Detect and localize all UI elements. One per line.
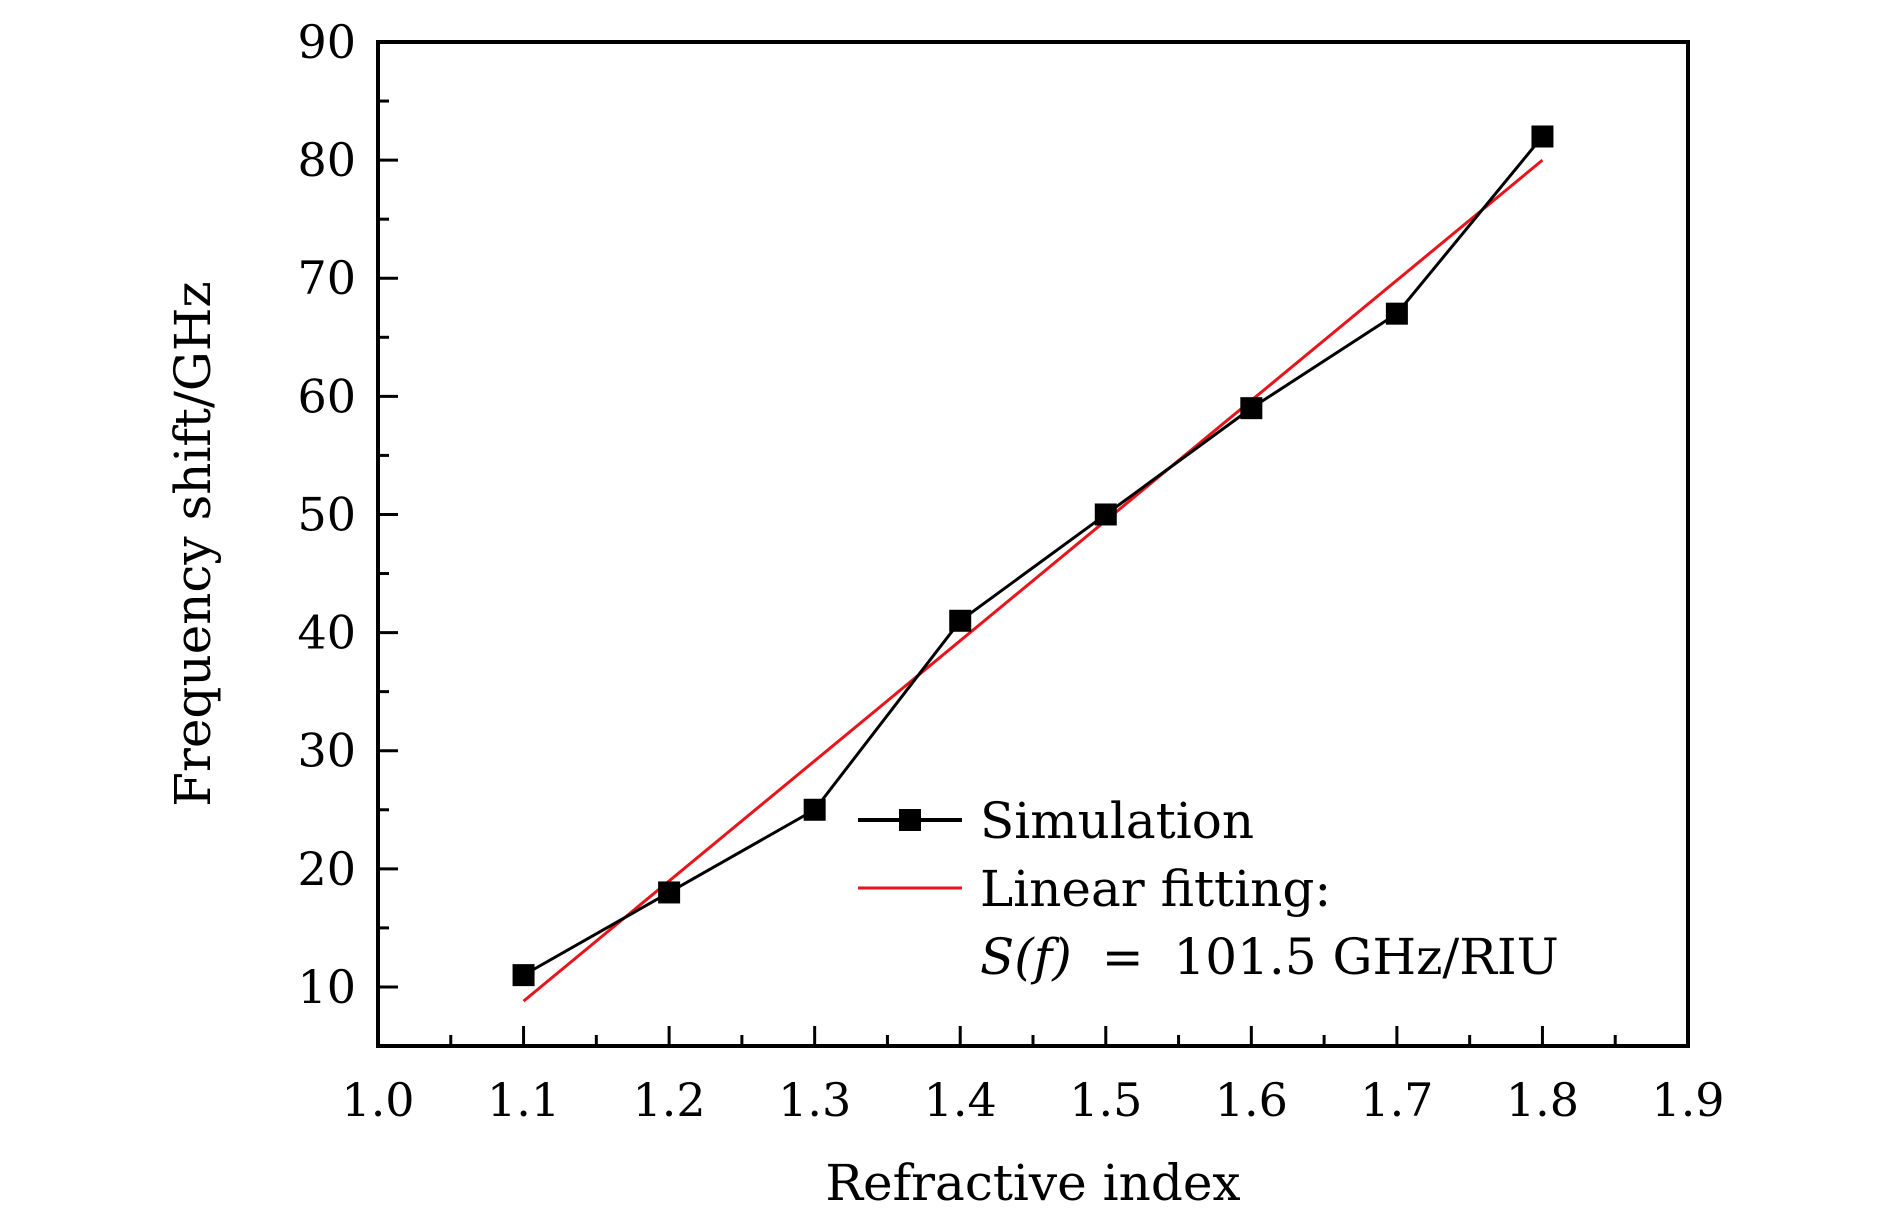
x-tick-label: 1.1 <box>487 1073 560 1127</box>
x-tick-label: 1.2 <box>633 1073 706 1127</box>
legend: Simulation Linear fitting: S(f) = 101.5 … <box>858 792 1559 986</box>
simulation-marker <box>949 609 972 632</box>
legend-simulation-marker <box>899 809 921 831</box>
y-tick-label: 80 <box>297 133 356 187</box>
simulation-marker <box>512 964 535 987</box>
simulation-marker <box>1385 302 1408 325</box>
y-tick-label: 30 <box>297 724 356 778</box>
x-tick-label: 1.3 <box>778 1073 851 1127</box>
x-tick-label: 1.6 <box>1215 1073 1288 1127</box>
y-tick-label: 50 <box>297 487 356 541</box>
x-tick-label: 1.7 <box>1360 1073 1433 1127</box>
linear-fit-line <box>522 158 1544 1003</box>
y-axis-title: Frequency shift/GHz <box>164 281 222 807</box>
x-tick-label: 1.8 <box>1506 1073 1579 1127</box>
x-tick-label: 1.5 <box>1069 1073 1142 1127</box>
equation-equals: = <box>1102 928 1144 986</box>
legend-linear-fit-label: Linear fitting: <box>980 860 1331 918</box>
x-tick-label: 1.9 <box>1651 1073 1724 1127</box>
simulation-marker <box>1240 397 1263 420</box>
y-tick-label: 20 <box>297 842 356 896</box>
y-tick-label: 40 <box>297 606 356 660</box>
legend-equation: S(f) = 101.5 GHz/RIU <box>980 928 1559 986</box>
series-layer <box>512 125 1554 1003</box>
simulation-line <box>522 135 1544 977</box>
y-tick-label: 10 <box>297 960 356 1014</box>
equation-lhs: S(f) <box>980 928 1072 986</box>
x-axis-title: Refractive index <box>825 1154 1240 1212</box>
x-tick-label: 1.0 <box>341 1073 414 1127</box>
simulation-marker <box>1094 503 1117 526</box>
simulation-marker <box>803 798 826 821</box>
x-tick-label: 1.4 <box>924 1073 997 1127</box>
equation-rhs: 101.5 GHz/RIU <box>1174 928 1559 986</box>
legend-simulation-label: Simulation <box>980 792 1254 850</box>
y-tick-label: 70 <box>297 251 356 305</box>
y-tick-label: 60 <box>297 369 356 423</box>
simulation-marker <box>1531 125 1554 148</box>
y-axis-ticks: 10 20 30 40 50 60 70 80 90 <box>297 15 398 1048</box>
simulation-marker <box>658 881 681 904</box>
y-tick-label: 90 <box>297 15 356 69</box>
x-axis-ticks: 1.0 1.1 1.2 1.3 1.4 1.5 1.6 1.7 1.8 1.9 <box>341 1026 1725 1127</box>
